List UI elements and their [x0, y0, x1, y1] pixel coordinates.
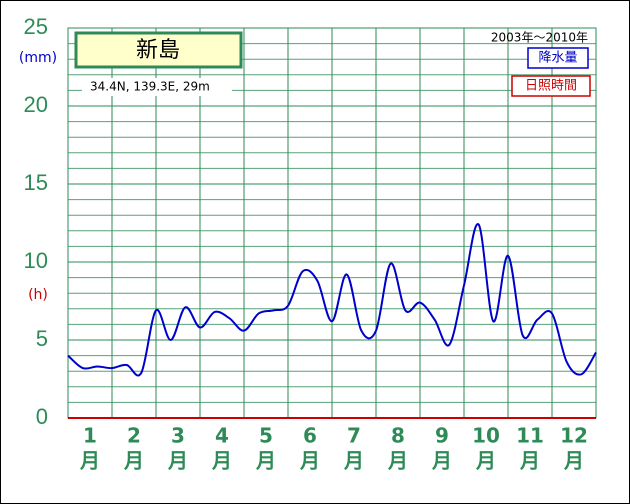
y-tick-label: 25 — [24, 14, 48, 39]
y-tick-label: 10 — [24, 248, 48, 273]
month-label: 2 — [127, 424, 141, 448]
month-unit: 月 — [475, 449, 496, 473]
y-tick-label: 15 — [24, 170, 48, 195]
subtitle: 34.4N, 139.3E, 29m — [90, 80, 210, 94]
month-unit: 月 — [123, 449, 144, 473]
period: 2003年～2010年 — [491, 31, 588, 45]
month-label: 7 — [347, 424, 361, 448]
month-label: 1 — [83, 424, 97, 448]
month-label: 11 — [516, 424, 544, 448]
y-tick-label: 5 — [36, 326, 48, 351]
month-unit: 月 — [211, 449, 232, 473]
legend-label: 日照時間 — [525, 79, 577, 94]
month-label: 5 — [259, 424, 273, 448]
month-label: 6 — [303, 424, 317, 448]
month-label: 10 — [472, 424, 500, 448]
month-unit: 月 — [255, 449, 276, 473]
month-unit: 月 — [387, 449, 408, 473]
title-box — [74, 31, 243, 69]
month-unit: 月 — [167, 449, 188, 473]
y-tick-label: 0 — [36, 404, 48, 429]
month-unit: 月 — [343, 449, 364, 473]
data-line — [67, 223, 597, 377]
month-label: 9 — [435, 424, 449, 448]
month-unit: 月 — [519, 449, 540, 473]
y-tick-label: 20 — [24, 92, 48, 117]
month-unit: 月 — [79, 449, 100, 473]
month-label: 12 — [560, 424, 588, 448]
month-label: 4 — [215, 424, 229, 448]
month-unit: 月 — [299, 449, 320, 473]
y-unit-top: (mm) — [19, 50, 57, 66]
legend-box — [511, 75, 591, 97]
month-unit: 月 — [563, 449, 584, 473]
plot-area — [67, 27, 597, 419]
y-unit-bottom: (h) — [28, 287, 48, 303]
subtitle-bg — [82, 78, 232, 96]
legend-box — [527, 47, 589, 69]
month-unit: 月 — [431, 449, 452, 473]
chart-title: 新島 — [136, 38, 180, 63]
month-label: 8 — [391, 424, 405, 448]
month-label: 3 — [171, 424, 185, 448]
legend-label: 降水量 — [538, 51, 577, 66]
